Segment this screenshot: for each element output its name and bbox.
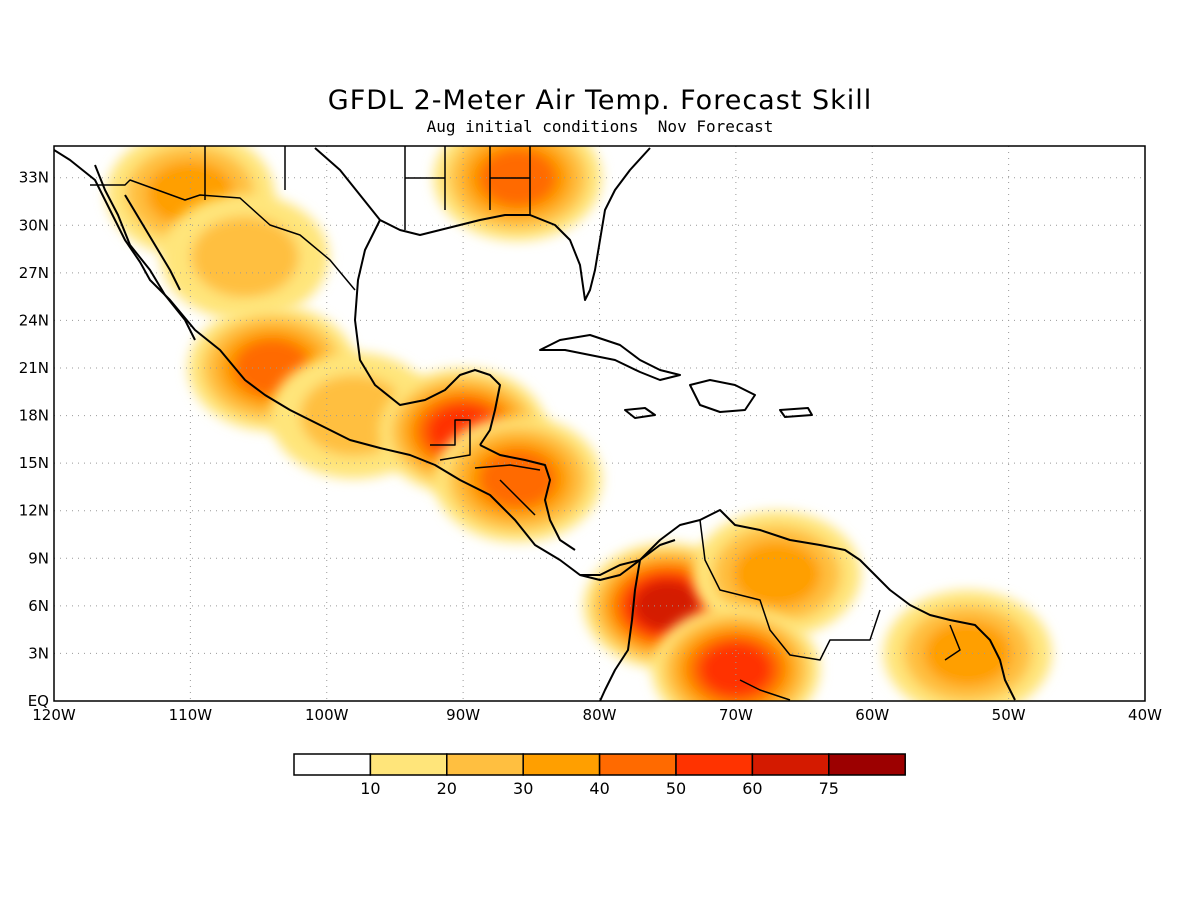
skill-contour bbox=[190, 216, 299, 298]
x-tick-label: 60W bbox=[855, 706, 889, 724]
colorbar-label: 50 bbox=[666, 779, 686, 798]
x-tick-label: 70W bbox=[719, 706, 753, 724]
skill-contour bbox=[732, 541, 821, 608]
skill-region bbox=[692, 511, 861, 638]
colorbar-swatch bbox=[751, 753, 830, 776]
map-title: GFDL 2-Meter Air Temp. Forecast Skill bbox=[327, 85, 873, 116]
x-axis-ticks: 120W 110W 100W 90W 80W 70W 60W 50W 40W bbox=[32, 706, 1162, 724]
colorbar-label: 10 bbox=[360, 779, 380, 798]
border-us-states bbox=[204, 146, 531, 230]
border-central-america bbox=[430, 419, 541, 516]
border-us-mexico bbox=[90, 179, 356, 291]
island-puerto-rico bbox=[779, 407, 813, 418]
colorbar-label: 20 bbox=[437, 779, 457, 798]
x-tick-label: 40W bbox=[1128, 706, 1162, 724]
coastline-mexico-gulf bbox=[354, 219, 501, 446]
x-tick-label: 80W bbox=[583, 706, 617, 724]
skill-contour bbox=[478, 449, 557, 509]
gridlines bbox=[54, 146, 1145, 701]
skill-contour bbox=[923, 620, 1012, 687]
colorbar-swatch bbox=[828, 753, 906, 776]
skill-contour bbox=[633, 580, 702, 632]
colorbar-label: 60 bbox=[742, 779, 762, 798]
coastline-baja bbox=[94, 164, 196, 341]
y-tick-label: 18N bbox=[19, 407, 49, 425]
island-hispaniola bbox=[689, 379, 756, 413]
y-tick-label: 24N bbox=[19, 311, 49, 329]
colorbar-swatch bbox=[522, 753, 601, 776]
colorbar-swatch bbox=[675, 753, 754, 776]
colorbar-label: 40 bbox=[589, 779, 609, 798]
skill-region bbox=[883, 590, 1052, 701]
x-tick-label: 100W bbox=[305, 706, 349, 724]
coastline-pacific-north-america bbox=[54, 149, 676, 576]
y-tick-label: EQ bbox=[28, 692, 49, 710]
y-tick-label: 9N bbox=[28, 549, 49, 567]
coastline-pacific-south-america bbox=[599, 559, 641, 701]
coastlines bbox=[54, 146, 1016, 701]
colorbar: 10 20 30 40 50 60 75 bbox=[293, 753, 906, 798]
coastline-south-america bbox=[579, 509, 1016, 701]
x-tick-label: 50W bbox=[992, 706, 1026, 724]
skill-contour bbox=[699, 642, 772, 697]
skill-shading bbox=[106, 146, 1052, 701]
y-tick-label: 21N bbox=[19, 359, 49, 377]
skill-region bbox=[651, 606, 820, 701]
y-axis-ticks: EQ 3N 6N 9N 12N 15N 18N 21N 24N 27N 30N 33N bbox=[19, 169, 49, 710]
x-tick-label: 90W bbox=[446, 706, 480, 724]
colorbar-label: 30 bbox=[513, 779, 533, 798]
skill-region bbox=[160, 194, 329, 320]
map-subtitle: Aug initial conditions Nov Forecast bbox=[426, 117, 774, 136]
coastline-central-america bbox=[479, 444, 576, 551]
x-tick-label: 110W bbox=[169, 706, 213, 724]
colorbar-swatch bbox=[293, 753, 372, 776]
y-tick-label: 15N bbox=[19, 454, 49, 472]
island-cuba bbox=[539, 334, 681, 381]
coastline-gulf bbox=[314, 147, 651, 301]
colorbar-swatch bbox=[369, 753, 448, 776]
colorbar-label: 75 bbox=[819, 779, 839, 798]
y-tick-label: 3N bbox=[28, 644, 49, 662]
island-jamaica bbox=[624, 407, 656, 419]
y-tick-label: 12N bbox=[19, 502, 49, 520]
colorbar-swatch bbox=[446, 753, 524, 776]
y-tick-label: 33N bbox=[19, 169, 49, 187]
y-tick-label: 27N bbox=[19, 264, 49, 282]
map-titles: GFDL 2-Meter Air Temp. Forecast Skill Au… bbox=[0, 84, 1200, 136]
x-tick-label: 120W bbox=[32, 706, 76, 724]
colorbar-swatch bbox=[598, 753, 677, 776]
y-tick-label: 6N bbox=[28, 597, 49, 615]
border-south-america bbox=[699, 519, 961, 701]
y-tick-label: 30N bbox=[19, 216, 49, 234]
plot-frame bbox=[53, 145, 1146, 702]
